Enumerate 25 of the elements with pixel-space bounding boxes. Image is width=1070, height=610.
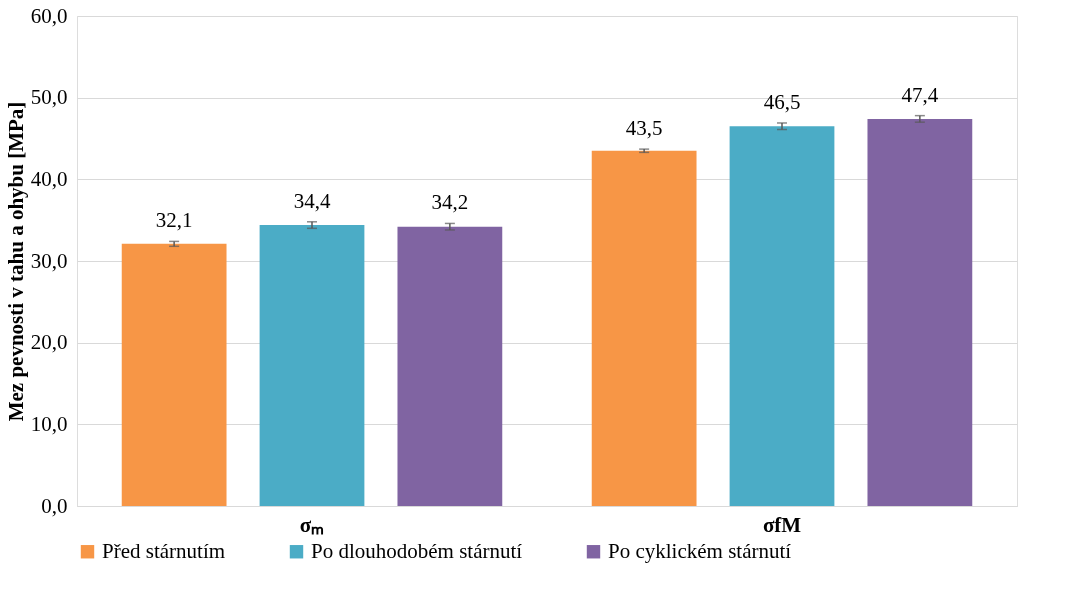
legend-label: Před stárnutím [102,538,226,563]
data-label: 34,4 [293,188,331,213]
legend-label: Po cyklickém stárnutí [608,538,792,563]
x-tick-label: σfM [762,512,802,537]
bar [729,126,835,506]
y-tick-label: 0,0 [41,493,68,518]
data-label: 34,2 [431,190,469,215]
data-label: 43,5 [625,116,663,141]
y-axis-title: Mez pevnosti v tahu a ohybu [MPa] [3,101,28,422]
y-tick-label: 60,0 [30,3,68,28]
x-tick-label: σₘ [299,512,325,537]
data-label: 32,1 [155,208,193,233]
data-label: 47,4 [901,82,939,107]
y-tick-label: 30,0 [30,248,68,273]
data-label: 46,5 [763,89,801,114]
bar [259,225,365,506]
y-tick-label: 50,0 [30,85,68,110]
legend-label: Po dlouhodobém stárnutí [311,538,523,563]
bar [591,150,697,506]
bar [397,226,503,506]
bar [867,118,973,506]
y-tick-label: 40,0 [30,166,68,191]
y-tick-label: 10,0 [30,411,68,436]
bar [121,243,227,506]
y-tick-label: 20,0 [30,330,68,355]
